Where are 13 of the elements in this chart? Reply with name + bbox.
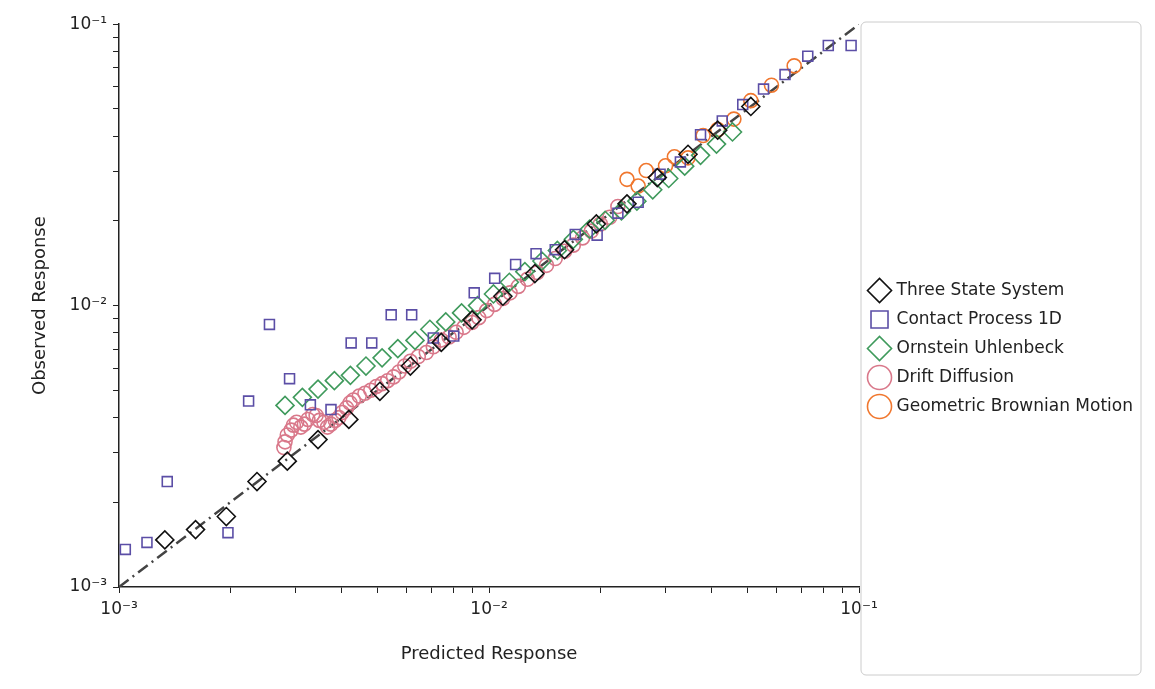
legend-label: Contact Process 1D: [896, 307, 1062, 328]
x-tick-label: 10⁻³: [100, 597, 138, 618]
legend-label: Ornstein Uhlenbeck: [896, 336, 1065, 357]
y-axis-title: Observed Response: [28, 216, 50, 395]
x-tick-label: 10⁻²: [470, 597, 508, 618]
y-tick-label: 10⁻²: [69, 294, 108, 315]
legend-label: Drift Diffusion: [896, 365, 1015, 386]
legend-label: Three State System: [895, 278, 1065, 299]
y-tick-label: 10⁻³: [69, 575, 108, 596]
legend-label: Geometric Brownian Motion: [896, 394, 1134, 415]
x-axis-title: Predicted Response: [400, 641, 578, 663]
x-tick-label: 10⁻¹: [840, 597, 878, 618]
y-tick-label: 10⁻¹: [69, 12, 108, 33]
